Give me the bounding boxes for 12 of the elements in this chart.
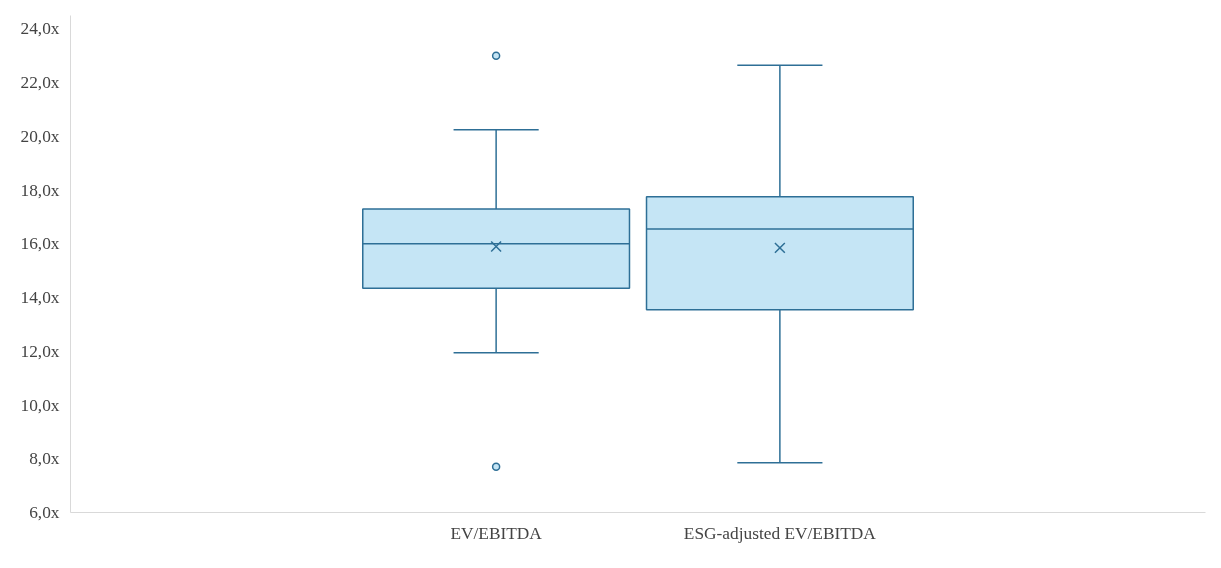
y-tick-label: 20,0x <box>20 126 60 146</box>
y-tick-label: 10,0x <box>20 395 60 415</box>
y-tick-label: 6,0x <box>29 503 60 522</box>
y-tick-label: 18,0x <box>20 180 60 200</box>
y-tick-label: 8,0x <box>29 449 60 469</box>
y-tick-label: 16,0x <box>20 234 60 254</box>
x-tick-label: ESG-adjusted EV/EBITDA <box>683 523 877 543</box>
y-tick-label: 24,0x <box>20 19 60 39</box>
y-tick-label: 22,0x <box>20 73 60 93</box>
y-tick-label: 14,0x <box>20 288 60 308</box>
y-tick-label: 12,0x <box>20 341 60 361</box>
x-tick-label: EV/EBITDA <box>450 523 543 543</box>
